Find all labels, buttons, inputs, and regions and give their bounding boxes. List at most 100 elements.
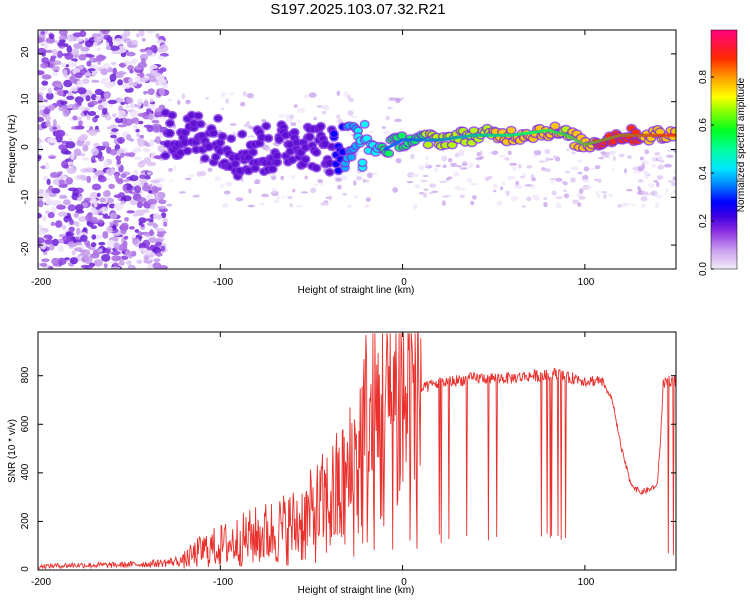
noise-dot <box>38 224 44 230</box>
noise-dot <box>148 75 158 83</box>
haze-dot <box>459 194 465 199</box>
noise-dot <box>79 105 85 112</box>
noise-dot <box>139 160 147 165</box>
noise-dot <box>116 177 124 185</box>
haze-dot <box>242 91 247 97</box>
noise-dot <box>43 251 48 255</box>
haze-dot <box>597 178 602 184</box>
noise-dot <box>91 234 97 240</box>
noise-dot <box>146 108 152 113</box>
noise-dot <box>38 145 44 153</box>
noise-dot <box>110 213 118 219</box>
haze-dot <box>247 135 256 138</box>
haze-dot <box>640 196 648 202</box>
noise-dot <box>111 255 121 262</box>
noise-dot <box>86 60 92 67</box>
noise-dot <box>40 62 49 69</box>
noise-dot <box>135 128 140 133</box>
noise-dot <box>110 62 117 65</box>
noise-dot <box>87 68 96 72</box>
haze-dot <box>654 151 661 156</box>
haze-dot <box>611 168 615 172</box>
noise-dot <box>79 30 87 38</box>
ridge-cell <box>334 167 342 174</box>
haze-dot <box>456 165 463 168</box>
snr-ticks <box>37 332 676 571</box>
ridge-cell <box>507 127 516 134</box>
noise-dot <box>94 115 100 119</box>
noise-dot <box>43 99 48 103</box>
haze-dot <box>225 98 230 104</box>
haze-dot <box>303 94 309 99</box>
noise-dot <box>58 194 68 199</box>
haze-dot <box>510 195 519 201</box>
haze-dot <box>320 202 326 206</box>
haze-dot <box>337 184 342 190</box>
haze-dot <box>286 117 293 123</box>
ridge-cell <box>192 146 200 153</box>
haze-dot <box>372 172 378 176</box>
haze-dot <box>538 160 546 163</box>
noise-dot <box>61 160 69 169</box>
ridge-cell <box>264 135 272 142</box>
noise-dot <box>75 125 85 130</box>
haze-dot <box>424 162 430 167</box>
noise-dot <box>109 45 120 51</box>
noise-dot <box>123 118 133 126</box>
haze-dot <box>654 202 660 208</box>
noise-dot <box>113 203 124 211</box>
noise-dot <box>65 177 74 185</box>
noise-dot <box>38 155 42 160</box>
haze-dot <box>594 165 601 170</box>
haze-dot <box>200 170 207 177</box>
noise-dot <box>142 148 151 153</box>
noise-dot <box>67 34 75 42</box>
haze-dot <box>296 119 302 123</box>
noise-dot <box>130 102 135 110</box>
haze-dot <box>335 177 343 182</box>
noise-dot <box>137 140 145 147</box>
noise-dot <box>84 89 93 98</box>
noise-dot <box>42 215 48 222</box>
noise-dot <box>97 104 104 111</box>
noise-dot <box>159 132 164 138</box>
haze-dot <box>313 183 318 187</box>
noise-dot <box>109 131 118 135</box>
haze-dot <box>596 193 601 198</box>
noise-dot <box>60 62 67 67</box>
noise-dot <box>90 196 97 204</box>
noise-dot <box>76 197 82 202</box>
haze-dot <box>601 191 608 194</box>
noise-dot <box>143 90 148 95</box>
noise-dot <box>137 112 148 117</box>
noise-dot <box>105 168 116 176</box>
noise-dot <box>133 182 143 187</box>
noise-dot <box>121 113 128 118</box>
noise-dot <box>77 174 86 180</box>
haze-dot <box>657 164 664 170</box>
noise-dot <box>109 73 117 82</box>
haze-dot <box>651 156 656 161</box>
noise-dot <box>137 98 143 106</box>
noise-dot <box>110 134 117 139</box>
noise-dot <box>163 222 168 227</box>
noise-dot <box>101 107 108 115</box>
noise-dot <box>65 231 75 237</box>
noise-dot <box>38 70 45 76</box>
haze-dot <box>401 97 404 100</box>
noise-dot <box>57 257 67 266</box>
top-xaxis-label: Height of straight line (km) <box>298 285 415 296</box>
haze-dot <box>431 190 439 193</box>
noise-dot <box>57 212 65 217</box>
ridge-cell <box>168 112 176 119</box>
haze-dot <box>507 175 515 180</box>
noise-dot <box>157 187 162 191</box>
noise-dot <box>158 79 167 87</box>
noise-dot <box>63 90 69 94</box>
noise-dot <box>84 168 95 173</box>
haze-dot <box>418 165 425 171</box>
ridge-core <box>383 128 676 151</box>
noise-dot <box>126 260 132 266</box>
noise-dot <box>38 47 47 55</box>
ridge-cell <box>361 121 369 128</box>
